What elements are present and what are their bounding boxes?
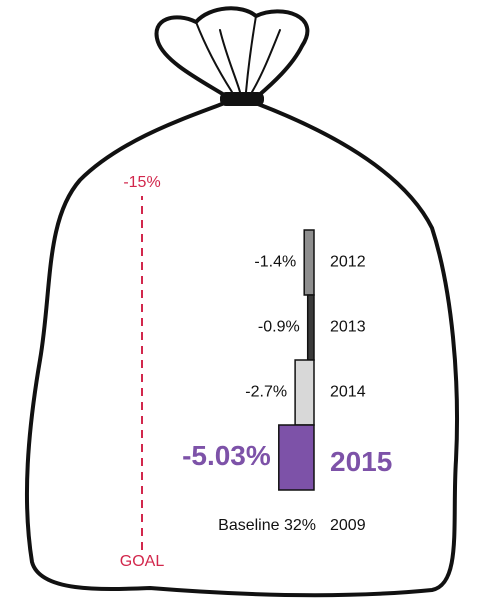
- bag-folds: [196, 16, 280, 92]
- bag: [27, 8, 457, 595]
- value-label: -1.4%: [254, 254, 296, 271]
- goal-label: -15%: [123, 174, 160, 191]
- baseline-year: 2009: [330, 517, 366, 534]
- value-label: -0.9%: [258, 319, 300, 336]
- bar: [279, 425, 314, 490]
- category-label: 2015: [330, 446, 392, 477]
- bag-knot: [222, 94, 262, 104]
- baseline-label: Baseline 32%: [218, 517, 316, 534]
- category-label: 2012: [330, 254, 366, 271]
- category-label: 2013: [330, 319, 366, 336]
- bar: [295, 360, 314, 425]
- goal-name: GOAL: [120, 553, 165, 570]
- chart: -15% GOAL Baseline 32% 2009 -1.4% 2012 -0.…: [0, 0, 478, 605]
- category-label: 2014: [330, 384, 366, 401]
- bar: [304, 230, 314, 295]
- bar: [308, 295, 314, 360]
- value-label: -2.7%: [245, 384, 287, 401]
- bag-top: [157, 8, 308, 96]
- value-label: -5.03%: [182, 440, 271, 471]
